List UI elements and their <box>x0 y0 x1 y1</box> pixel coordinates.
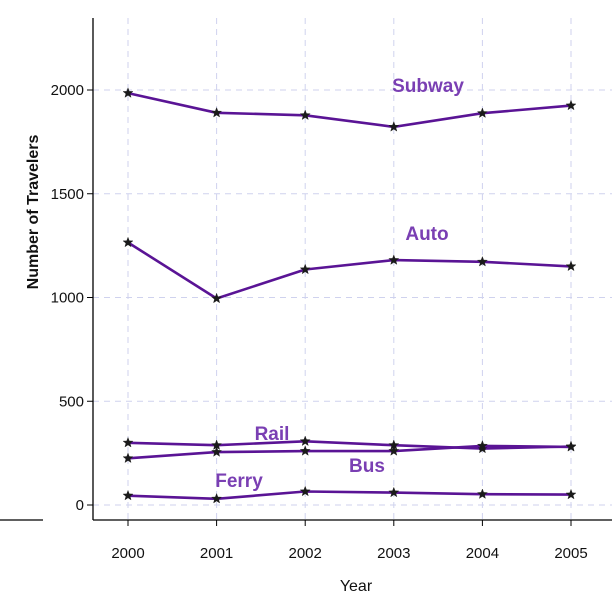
data-point-subway <box>388 121 400 132</box>
data-point-rail <box>122 436 134 448</box>
data-point-ferry <box>565 488 577 500</box>
series-line-ferry <box>127 490 572 501</box>
data-point-ferry <box>122 489 134 501</box>
series-subway <box>122 87 577 132</box>
y-tick-label: 1000 <box>51 290 84 307</box>
series-bus <box>122 440 577 463</box>
data-point-auto <box>388 254 400 265</box>
y-axis-title: Number of Travelers <box>25 135 42 290</box>
series-line-bus <box>127 444 572 460</box>
data-point-ferry <box>299 485 311 497</box>
series-label-auto: Auto <box>405 224 448 245</box>
series-line-auto <box>127 241 572 300</box>
series-ferry <box>122 485 577 504</box>
series-line-rail <box>127 439 572 450</box>
data-point-bus <box>211 446 223 457</box>
data-point-bus <box>476 440 488 451</box>
data-point-ferry <box>211 493 223 504</box>
y-tick-labels: 0 500 1000 1500 2000 <box>51 82 84 514</box>
x-tick-label: 2002 <box>289 545 322 562</box>
series-label-ferry: Ferry <box>215 471 263 492</box>
x-tick-label: 2005 <box>554 545 587 562</box>
series <box>122 87 577 504</box>
y-tick-label: 0 <box>76 497 84 514</box>
series-label-bus: Bus <box>349 456 385 477</box>
series-label-rail: Rail <box>255 424 290 445</box>
data-point-subway <box>211 107 223 118</box>
data-point-subway <box>565 99 577 111</box>
series-label-subway: Subway <box>392 76 464 97</box>
data-point-auto <box>211 292 223 304</box>
data-point-ferry <box>476 488 488 499</box>
data-point-subway <box>476 107 488 118</box>
y-tick-label: 2000 <box>51 82 84 99</box>
data-point-bus <box>299 445 311 456</box>
data-point-ferry <box>388 486 400 498</box>
x-axis-title: Year <box>340 578 373 595</box>
data-point-rail <box>299 435 311 446</box>
y-tick-label: 500 <box>59 393 84 410</box>
x-tick-label: 2004 <box>466 545 499 562</box>
series-labels: Subway Auto Rail Bus Ferry <box>215 76 464 492</box>
data-point-auto <box>565 260 577 272</box>
data-point-auto <box>299 263 311 275</box>
axes <box>0 18 612 521</box>
x-tick-label: 2000 <box>111 545 144 562</box>
x-tick-label: 2001 <box>200 545 233 562</box>
data-point-subway <box>299 109 311 120</box>
data-point-bus <box>565 441 577 452</box>
data-point-bus <box>388 445 400 456</box>
data-point-bus <box>122 452 134 463</box>
series-auto <box>122 236 577 304</box>
y-tick-label: 1500 <box>51 186 84 203</box>
series-line-subway <box>127 91 572 129</box>
x-tick-labels: 2000 2001 2002 2003 2004 2005 <box>111 545 587 562</box>
data-point-auto <box>122 236 134 248</box>
data-point-auto <box>476 256 488 267</box>
grid <box>87 18 612 526</box>
x-tick-label: 2003 <box>377 545 410 562</box>
data-point-subway <box>122 87 134 98</box>
